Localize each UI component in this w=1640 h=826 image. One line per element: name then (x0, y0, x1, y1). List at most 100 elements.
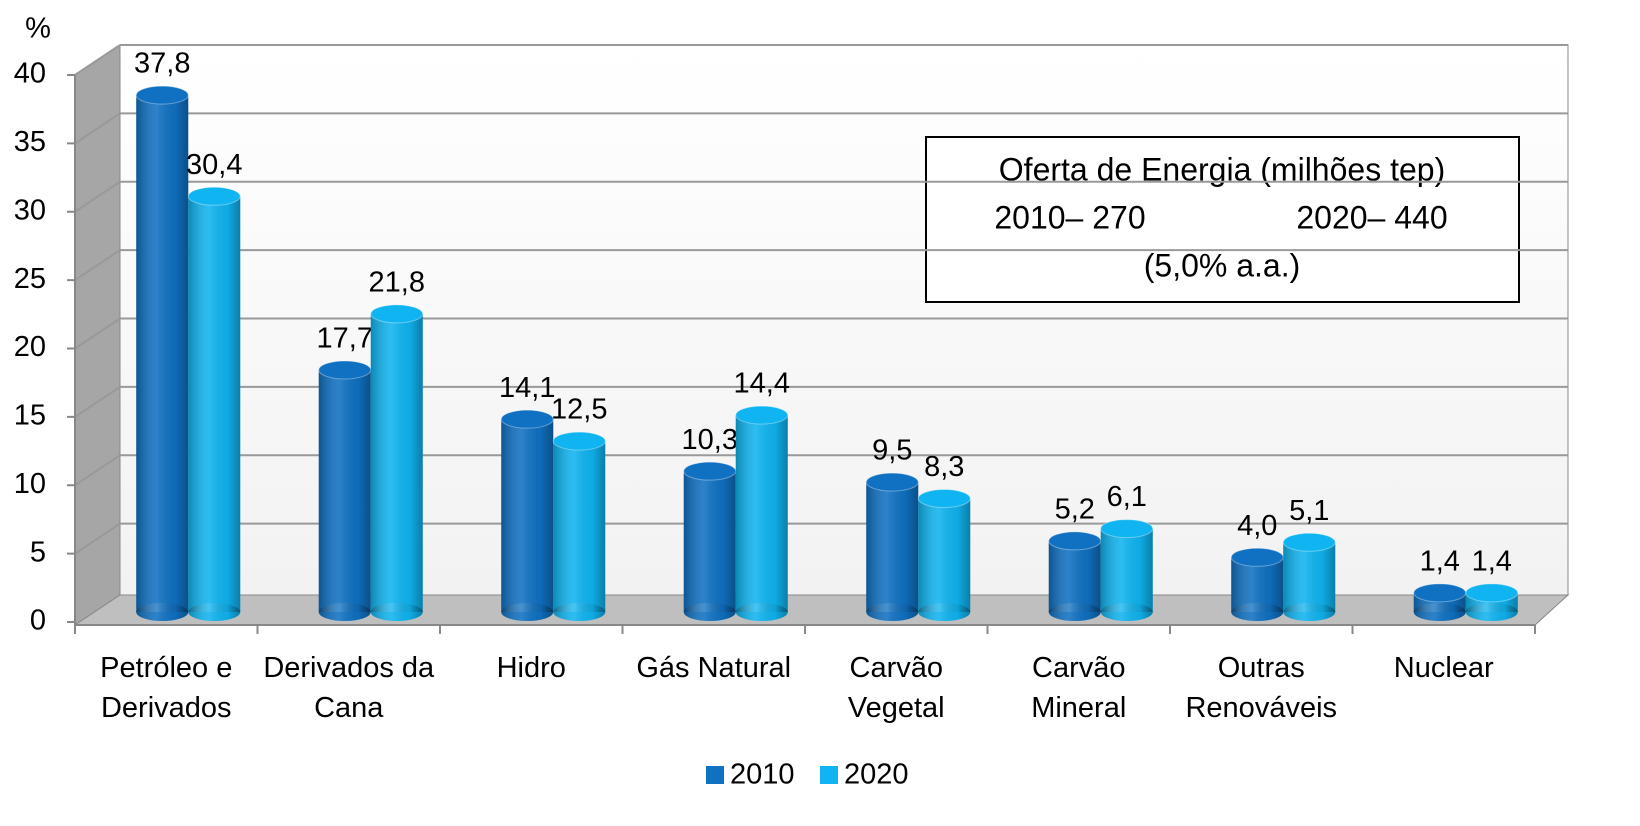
bar (1230, 547, 1284, 621)
grid-line (74, 317, 121, 350)
x-tick-label: Carvão Vegetal (847, 652, 945, 724)
bar (1048, 531, 1102, 621)
x-tick-label: Carvão Mineral (1031, 652, 1127, 724)
bar-shade (735, 415, 788, 612)
bar (500, 409, 554, 621)
y-tick-label: 40 (14, 58, 46, 90)
bar (917, 488, 971, 621)
data-label: 6,1 (1107, 481, 1147, 513)
bar-top (318, 360, 372, 380)
y-tick-label: 20 (14, 331, 46, 363)
grid-line (74, 249, 121, 281)
bar (1282, 532, 1336, 621)
bar-base-shade (866, 603, 919, 621)
grid-line (74, 44, 121, 76)
data-label: 21,8 (369, 267, 425, 299)
bar-base-shade (501, 603, 554, 621)
data-label: 5,2 (1055, 494, 1095, 526)
data-label: 4,0 (1237, 510, 1277, 542)
x-tick-label: Hidro (496, 652, 566, 684)
annotation: 2020– 440 (1296, 199, 1447, 235)
bar-base-shade (553, 603, 606, 621)
data-label: 1,4 (1472, 546, 1512, 578)
x-tick-label: Gás Natural (636, 652, 792, 684)
bar-top (552, 431, 606, 451)
data-label: 37,8 (134, 48, 190, 80)
bar (318, 360, 372, 621)
bar-base-shade (370, 603, 423, 621)
data-label: 30,4 (186, 149, 242, 181)
bar-shade (1283, 542, 1336, 612)
bar-shade (188, 196, 241, 612)
bar-base-shade (918, 603, 971, 621)
bar-base-shade (136, 603, 189, 621)
bar (735, 405, 789, 621)
data-label: 14,4 (734, 368, 790, 400)
bar-shade (1048, 540, 1101, 612)
bar (1100, 519, 1154, 621)
bar-base-shade (683, 603, 736, 621)
data-label: 17,7 (317, 323, 373, 355)
grid-line (74, 454, 121, 487)
bar-base-shade (1283, 603, 1336, 621)
bar (865, 472, 919, 621)
bar-top (735, 405, 789, 425)
bar-base-shade (318, 603, 371, 621)
annotation-box (925, 136, 1520, 303)
bar-shade (1231, 557, 1284, 612)
bar-shade (370, 313, 423, 612)
legend-swatch (706, 766, 724, 784)
bar (683, 461, 737, 621)
bar-top (500, 409, 554, 429)
bar-top (1048, 531, 1102, 551)
bar-top (370, 304, 424, 324)
y-tick-label: 35 (14, 126, 46, 158)
bar (135, 85, 189, 621)
grid-line (74, 180, 121, 213)
bar-shade (136, 95, 189, 612)
bar-shade (318, 369, 371, 612)
bar-base-shade (1100, 603, 1153, 621)
y-tick-label: 15 (14, 400, 46, 432)
x-tick-label: Petróleo e Derivados (100, 652, 233, 724)
bar (552, 431, 606, 621)
data-label: 5,1 (1289, 495, 1329, 527)
bar-base-shade (1048, 603, 1101, 621)
bar-top (187, 186, 241, 206)
floor (73, 594, 1570, 626)
grid-line (74, 522, 121, 555)
bar-top (1465, 583, 1519, 603)
y-tick-label: 30 (14, 194, 46, 226)
data-label: 14,1 (499, 372, 555, 404)
legend-label: 2020 (844, 759, 909, 791)
grid-line (74, 112, 121, 145)
bar-top (683, 461, 737, 481)
bar-top (135, 85, 189, 105)
x-tick-label: Derivados da Cana (263, 652, 435, 724)
grid-line (74, 386, 121, 418)
bar-top (1100, 519, 1154, 539)
bar-shade (866, 482, 919, 612)
data-label: 10,3 (682, 424, 738, 456)
legend-swatch (820, 766, 838, 784)
bar-base-shade (1465, 603, 1518, 621)
data-label: 12,5 (551, 394, 607, 426)
y-tick-label: 5 (30, 536, 46, 568)
annotation: (5,0% a.a.) (1144, 247, 1301, 283)
bar-top (1413, 583, 1467, 603)
bar-base-shade (188, 603, 241, 621)
bar-base-shade (1231, 603, 1284, 621)
bar-shade (1100, 528, 1153, 612)
bar-top (865, 472, 919, 492)
bar (370, 304, 424, 621)
bar-top (1230, 547, 1284, 567)
data-label: 8,3 (924, 451, 964, 483)
data-label: 9,5 (872, 435, 912, 467)
bar-shade (683, 471, 736, 612)
bar-top (917, 488, 971, 508)
bar (187, 186, 241, 621)
legend-label: 2010 (730, 759, 795, 791)
y-tick-label: 0 (30, 605, 46, 637)
